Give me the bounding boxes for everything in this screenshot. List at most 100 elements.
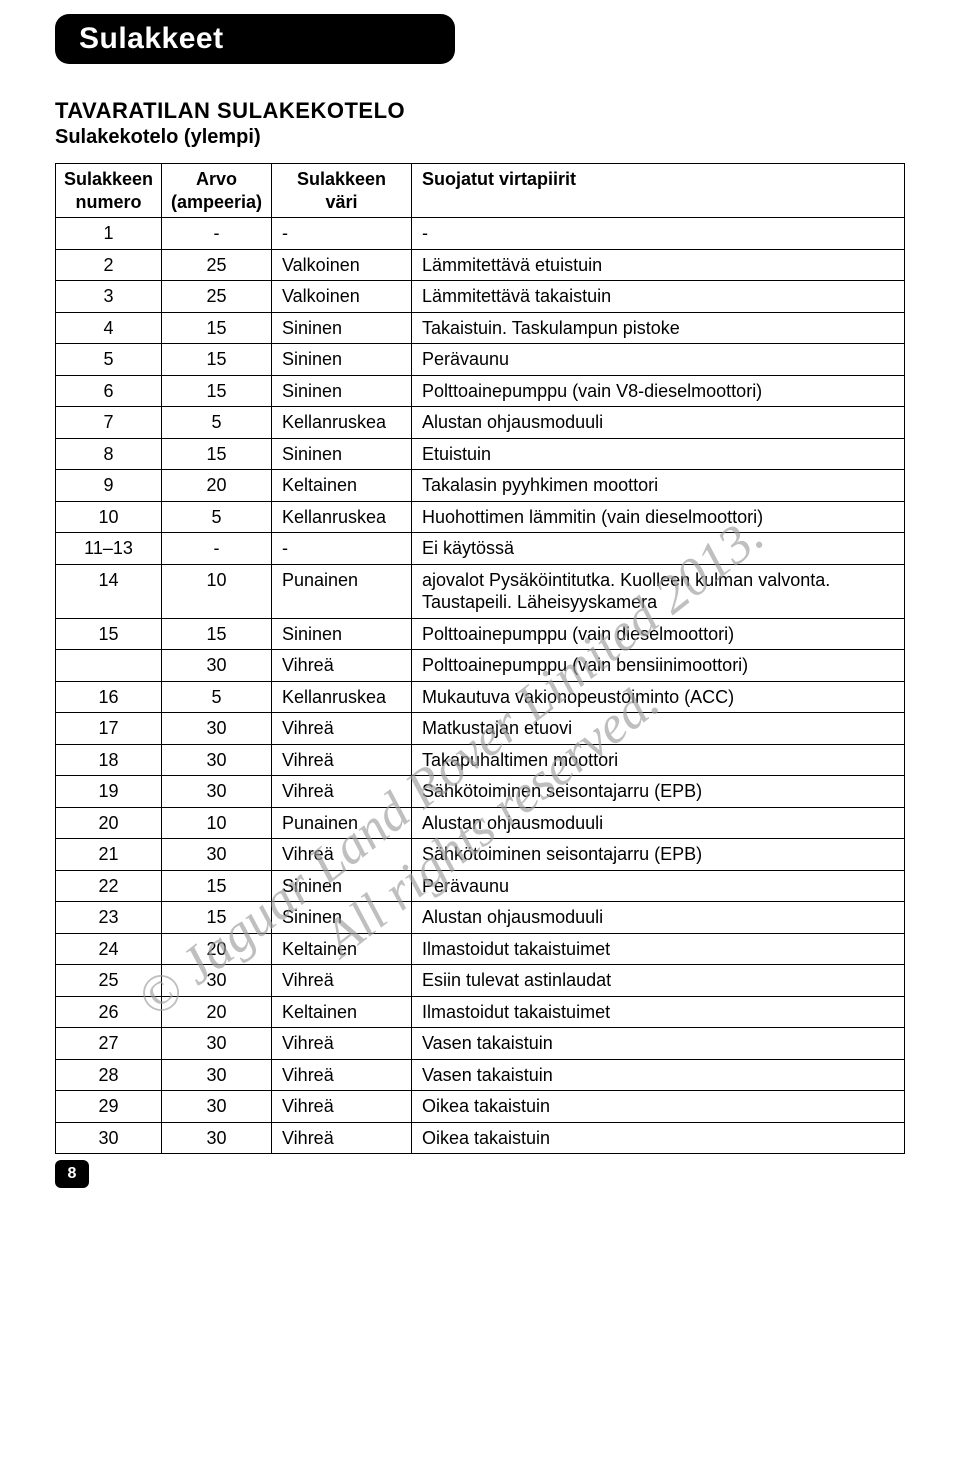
table-row: 1930VihreäSähkötoiminen seisontajarru (E…	[56, 776, 905, 808]
cell-fuse-color: Punainen	[272, 807, 412, 839]
cell-amp-value: 15	[162, 344, 272, 376]
cell-circuits: Lämmitettävä etuistuin	[412, 249, 905, 281]
cell-fuse-number: 6	[56, 375, 162, 407]
cell-fuse-color: Sininen	[272, 344, 412, 376]
cell-circuits: Lämmitettävä takaistuin	[412, 281, 905, 313]
table-row: 815SininenEtuistuin	[56, 438, 905, 470]
cell-fuse-color: Kellanruskea	[272, 681, 412, 713]
cell-fuse-color: Kellanruskea	[272, 501, 412, 533]
table-row: 920KeltainenTakalasin pyyhkimen moottori	[56, 470, 905, 502]
table-row: 1730VihreäMatkustajan etuovi	[56, 713, 905, 745]
cell-fuse-number: 26	[56, 996, 162, 1028]
cell-fuse-color: Vihreä	[272, 1091, 412, 1123]
cell-amp-value: 30	[162, 713, 272, 745]
table-row: 2930VihreäOikea takaistuin	[56, 1091, 905, 1123]
table-row: 165KellanruskeaMukautuva vakionopeustoim…	[56, 681, 905, 713]
fuse-table: Sulakkeen numero Arvo (ampeeria) Sulakke…	[55, 163, 905, 1154]
table-row: 2315SininenAlustan ohjausmoduuli	[56, 902, 905, 934]
cell-circuits: Vasen takaistuin	[412, 1028, 905, 1060]
cell-fuse-number: 1	[56, 218, 162, 250]
cell-amp-value: 30	[162, 776, 272, 808]
table-row: 415SininenTakaistuin. Taskulampun pistok…	[56, 312, 905, 344]
header-text: Suojatut virtapiirit	[422, 169, 576, 189]
content-wrap: Sulakkeet TAVARATILAN SULAKEKOTELO Sulak…	[55, 0, 905, 1154]
cell-amp-value: 10	[162, 807, 272, 839]
cell-fuse-number: 11–13	[56, 533, 162, 565]
cell-fuse-number: 21	[56, 839, 162, 871]
cell-fuse-number: 10	[56, 501, 162, 533]
cell-amp-value: 30	[162, 1091, 272, 1123]
cell-fuse-number: 24	[56, 933, 162, 965]
table-row: 2215SininenPerävaunu	[56, 870, 905, 902]
cell-fuse-number: 14	[56, 564, 162, 618]
cell-fuse-color: Valkoinen	[272, 249, 412, 281]
cell-circuits: Oikea takaistuin	[412, 1122, 905, 1154]
cell-fuse-color: Sininen	[272, 375, 412, 407]
cell-amp-value: 15	[162, 902, 272, 934]
header-text: Sulakkeen	[297, 169, 386, 189]
cell-amp-value: 30	[162, 650, 272, 682]
cell-amp-value: 30	[162, 965, 272, 997]
header-text: numero	[75, 192, 141, 212]
cell-amp-value: 15	[162, 375, 272, 407]
cell-amp-value: 5	[162, 501, 272, 533]
cell-amp-value: -	[162, 533, 272, 565]
cell-fuse-color: Vihreä	[272, 1122, 412, 1154]
cell-circuits: Polttoainepumppu (vain dieselmoottori)	[412, 618, 905, 650]
cell-circuits: Huohottimen lämmitin (vain dieselmoottor…	[412, 501, 905, 533]
cell-fuse-color: -	[272, 533, 412, 565]
cell-fuse-color: -	[272, 218, 412, 250]
cell-fuse-color: Keltainen	[272, 996, 412, 1028]
cell-amp-value: 30	[162, 744, 272, 776]
cell-fuse-number: 19	[56, 776, 162, 808]
cell-fuse-number: 18	[56, 744, 162, 776]
cell-circuits: Polttoainepumppu (vain V8-dieselmoottori…	[412, 375, 905, 407]
table-row: 2730VihreäVasen takaistuin	[56, 1028, 905, 1060]
cell-amp-value: -	[162, 218, 272, 250]
cell-fuse-number: 16	[56, 681, 162, 713]
table-row: 3030VihreäOikea takaistuin	[56, 1122, 905, 1154]
page-container: Sulakkeet TAVARATILAN SULAKEKOTELO Sulak…	[0, 0, 960, 1194]
table-row: 75KellanruskeaAlustan ohjausmoduuli	[56, 407, 905, 439]
title-bar: Sulakkeet	[55, 14, 455, 64]
table-row: 2620KeltainenIlmastoidut takaistuimet	[56, 996, 905, 1028]
cell-fuse-number: 29	[56, 1091, 162, 1123]
cell-fuse-number: 7	[56, 407, 162, 439]
cell-amp-value: 15	[162, 312, 272, 344]
header-fuse-color: Sulakkeen väri	[272, 164, 412, 218]
cell-fuse-color: Vihreä	[272, 776, 412, 808]
cell-circuits: Ilmastoidut takaistuimet	[412, 996, 905, 1028]
cell-circuits: ajovalot Pysäköintitutka. Kuolleen kulma…	[412, 564, 905, 618]
table-row: 1515SininenPolttoainepumppu (vain diesel…	[56, 618, 905, 650]
cell-fuse-number: 27	[56, 1028, 162, 1060]
cell-fuse-number: 30	[56, 1122, 162, 1154]
cell-circuits: Matkustajan etuovi	[412, 713, 905, 745]
cell-fuse-color: Sininen	[272, 618, 412, 650]
cell-fuse-number: 20	[56, 807, 162, 839]
cell-fuse-color: Vihreä	[272, 839, 412, 871]
cell-fuse-number: 28	[56, 1059, 162, 1091]
cell-amp-value: 25	[162, 249, 272, 281]
cell-circuits: Perävaunu	[412, 344, 905, 376]
cell-fuse-color: Sininen	[272, 902, 412, 934]
cell-amp-value: 30	[162, 1028, 272, 1060]
cell-fuse-color: Vihreä	[272, 713, 412, 745]
table-row: 1410Punainenajovalot Pysäköintitutka. Ku…	[56, 564, 905, 618]
fuse-table-body: 1---225ValkoinenLämmitettävä etuistuin32…	[56, 218, 905, 1154]
cell-fuse-color: Vihreä	[272, 1059, 412, 1091]
cell-circuits: Mukautuva vakionopeustoiminto (ACC)	[412, 681, 905, 713]
table-row: 2010PunainenAlustan ohjausmoduuli	[56, 807, 905, 839]
cell-fuse-number: 4	[56, 312, 162, 344]
header-amp-value: Arvo (ampeeria)	[162, 164, 272, 218]
section-title: TAVARATILAN SULAKEKOTELO	[55, 98, 905, 124]
cell-fuse-number: 25	[56, 965, 162, 997]
table-row: 325ValkoinenLämmitettävä takaistuin	[56, 281, 905, 313]
cell-amp-value: 30	[162, 839, 272, 871]
table-row: 515SininenPerävaunu	[56, 344, 905, 376]
cell-amp-value: 5	[162, 681, 272, 713]
cell-fuse-color: Sininen	[272, 312, 412, 344]
cell-fuse-color: Sininen	[272, 438, 412, 470]
cell-fuse-color: Sininen	[272, 870, 412, 902]
cell-amp-value: 20	[162, 996, 272, 1028]
cell-amp-value: 15	[162, 438, 272, 470]
